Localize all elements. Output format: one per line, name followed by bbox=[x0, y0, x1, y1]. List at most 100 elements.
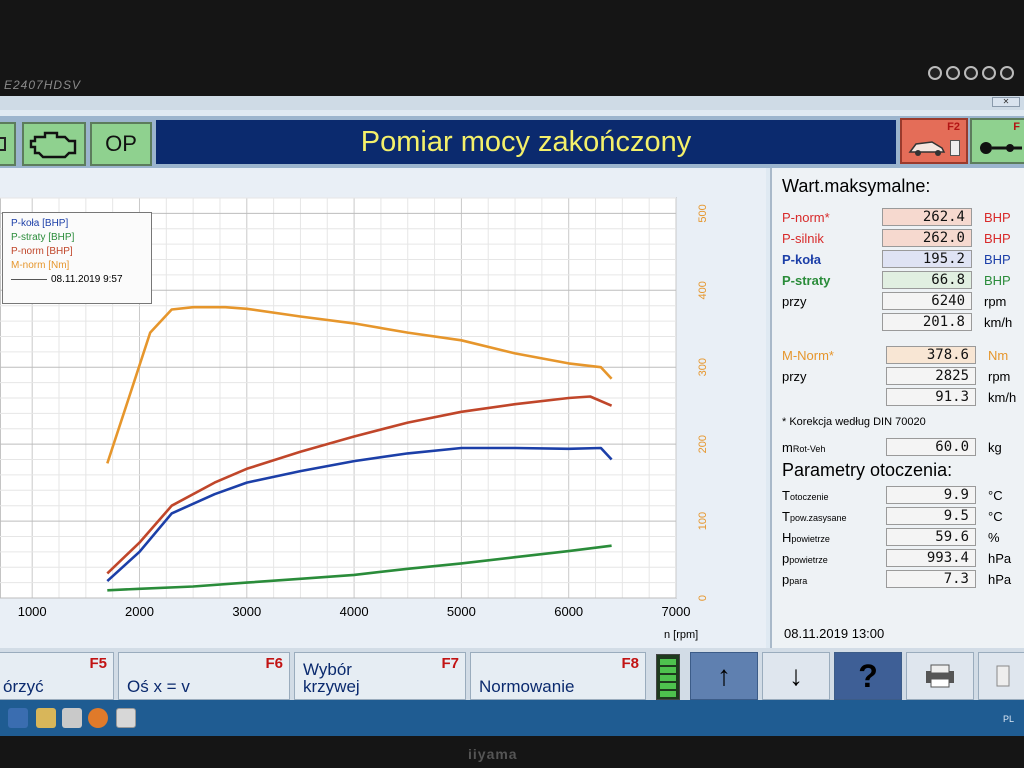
ambient-value: 9.5 bbox=[886, 507, 976, 525]
folder-icon[interactable] bbox=[36, 708, 56, 728]
arrow-down-button[interactable]: ↓ bbox=[762, 652, 830, 700]
help-button[interactable]: ? bbox=[834, 652, 902, 700]
series-line bbox=[106, 305, 613, 464]
ambient-unit: °C bbox=[988, 509, 1003, 524]
legend-item: P-norm [BHP] bbox=[11, 246, 73, 257]
f5-button[interactable]: F5 órzyć bbox=[0, 652, 114, 700]
f7-button[interactable]: F7 Wybór krzywej bbox=[294, 652, 466, 700]
print-button[interactable] bbox=[906, 652, 974, 700]
m-norm-unit: Nm bbox=[988, 348, 1009, 363]
m-przy-rpm-value: 2825 bbox=[886, 367, 976, 385]
row-m-rot: mRot-Veh 60.0 kg bbox=[782, 438, 1024, 458]
f8-button[interactable]: F8 Normowanie bbox=[470, 652, 646, 700]
language-indicator[interactable]: PL bbox=[1002, 714, 1014, 724]
f7-label: Wybór krzywej bbox=[303, 660, 360, 696]
ambient-row: Hpowietrze 59.6% bbox=[782, 528, 1024, 548]
row-m-przy-kmh: 91.3 km/h bbox=[782, 388, 1024, 408]
x-tick-label: 7000 bbox=[662, 604, 691, 619]
m-rot-symbol: m bbox=[782, 440, 793, 455]
ambient-row: ppowietrze 993.4 hPa bbox=[782, 549, 1024, 569]
extra-button[interactable] bbox=[978, 652, 1024, 700]
ambient-row: Tpow.zasysane 9.5 °C bbox=[782, 507, 1024, 527]
level-meter bbox=[656, 654, 680, 700]
ambient-label: ppowietrze bbox=[782, 551, 828, 566]
f3-button[interactable]: F bbox=[970, 118, 1024, 164]
f6-button[interactable]: F6 Oś x = v bbox=[118, 652, 290, 700]
m-norm-label: M-Norm* bbox=[782, 348, 834, 363]
ambient-label: Totoczenie bbox=[782, 488, 828, 503]
system-tray: PL bbox=[1003, 714, 1014, 724]
legend-item: M-norm [Nm] bbox=[11, 260, 70, 271]
ambient-unit: hPa bbox=[988, 551, 1012, 566]
ambient-label: ppara bbox=[782, 572, 807, 587]
media-player-icon[interactable] bbox=[62, 708, 82, 728]
m-rot-label: mRot-Veh bbox=[782, 440, 825, 455]
car-door-icon bbox=[950, 140, 960, 156]
page-title: Pomiar mocy zakończony bbox=[156, 120, 896, 164]
arrow-up-button[interactable]: ↑ bbox=[690, 652, 758, 700]
app-icon[interactable] bbox=[116, 708, 136, 728]
m-przy-kmh-unit: km/h bbox=[988, 390, 1017, 405]
ambient-label: Tpow.zasysane bbox=[782, 509, 847, 524]
ambient-subscript: otoczenie bbox=[789, 492, 829, 502]
monitor-button[interactable] bbox=[928, 66, 942, 80]
values-panel: Wart.maksymalne: P-norm* 262.4 BHP P-sil… bbox=[770, 168, 1024, 650]
op-button[interactable]: OP bbox=[90, 122, 152, 166]
f7-key: F7 bbox=[441, 655, 459, 672]
x-tick-label: 4000 bbox=[340, 604, 369, 619]
window-titlebar: ✕ bbox=[0, 96, 1024, 110]
ambient-title: Parametry otoczenia: bbox=[782, 460, 953, 480]
engine-button[interactable] bbox=[22, 122, 86, 166]
monitor-button[interactable] bbox=[946, 66, 960, 80]
przy-label: przy bbox=[782, 294, 807, 309]
przy-kmh-value: 201.8 bbox=[882, 313, 972, 331]
ambient-subscript: powietrze bbox=[791, 534, 830, 544]
car-icon bbox=[908, 141, 946, 156]
legend-item: P-koła [BHP] bbox=[11, 218, 69, 229]
ambient-value: 993.4 bbox=[886, 549, 976, 567]
row-p-silnik: P-silnik 262.0 BHP bbox=[782, 229, 1024, 249]
legend-date: 08.11.2019 9:57 bbox=[51, 274, 123, 285]
x-tick-label: 5000 bbox=[447, 604, 476, 619]
m-przy-kmh-value: 91.3 bbox=[886, 388, 976, 406]
p-norm-label: P-norm* bbox=[782, 210, 830, 225]
x-axis-label: n [rpm] bbox=[664, 629, 698, 641]
series-line bbox=[106, 446, 613, 583]
firefox-icon[interactable] bbox=[88, 708, 108, 728]
p-straty-value: 66.8 bbox=[882, 271, 972, 289]
p-norm-value: 262.4 bbox=[882, 208, 972, 226]
right-axis-tick-label: 0 bbox=[697, 595, 709, 601]
windows-taskbar: PL bbox=[0, 700, 1024, 736]
monitor-button[interactable] bbox=[982, 66, 996, 80]
status-datetime: 08.11.2019 13:00 bbox=[784, 626, 885, 641]
przy-kmh-unit: km/h bbox=[984, 315, 1013, 330]
f5-label: órzyć bbox=[3, 677, 44, 696]
ambient-subscript: para bbox=[789, 576, 808, 586]
function-key-bar: F5 órzyć F6 Oś x = v F7 Wybór krzywej F8… bbox=[0, 648, 1024, 704]
x-tick-label: 6000 bbox=[554, 604, 583, 619]
window-close-button[interactable]: ✕ bbox=[992, 97, 1020, 107]
right-axis-tick-label: 200 bbox=[697, 435, 709, 453]
right-axis-tick-label: 400 bbox=[697, 281, 709, 299]
ambient-symbol: T bbox=[782, 488, 790, 503]
p-straty-unit: BHP bbox=[984, 273, 1011, 288]
ambient-symbol: H bbox=[782, 530, 792, 545]
przy-rpm-value: 6240 bbox=[882, 292, 972, 310]
row-przy-kmh: 201.8 km/h bbox=[782, 313, 1024, 333]
x-tick-label: 2000 bbox=[125, 604, 154, 619]
right-axis-ticks: 0 100 200 300 400 500 bbox=[697, 204, 709, 601]
power-button[interactable] bbox=[1000, 66, 1014, 80]
toolbar-button-partial[interactable] bbox=[0, 122, 16, 166]
f2-button[interactable]: F2 bbox=[900, 118, 968, 164]
x-axis-ticks: 1000 2000 3000 4000 5000 6000 7000 bbox=[18, 604, 691, 619]
f2-key-label: F2 bbox=[947, 121, 960, 133]
ambient-symbol: p bbox=[782, 572, 790, 587]
start-icon[interactable] bbox=[8, 708, 28, 728]
monitor-button[interactable] bbox=[964, 66, 978, 80]
przy-rpm-unit: rpm bbox=[984, 294, 1007, 309]
arrow-up-icon: ↑ bbox=[717, 660, 731, 691]
x-tick-label: 1000 bbox=[18, 604, 47, 619]
ambient-row: ppara 7.3 hPa bbox=[782, 570, 1024, 590]
ambient-symbol: p bbox=[782, 551, 790, 566]
p-silnik-unit: BHP bbox=[984, 231, 1011, 246]
